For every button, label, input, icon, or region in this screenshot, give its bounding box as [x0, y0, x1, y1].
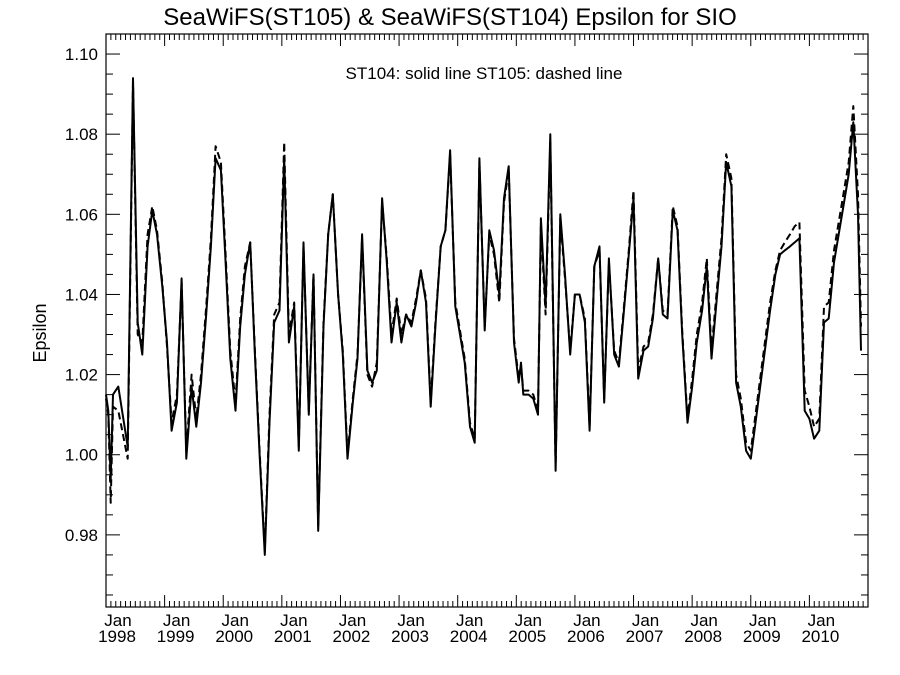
x-tick-month-label: Jan [339, 611, 366, 630]
x-tick-month-label: Jan [632, 611, 659, 630]
x-tick-month-label: Jan [456, 611, 483, 630]
series-layer [105, 77, 862, 556]
x-tick-month-label: Jan [749, 611, 776, 630]
x-tick-year-label: 2009 [743, 627, 781, 646]
x-tick-month-label: Jan [515, 611, 542, 630]
x-tick-year-label: 2007 [626, 627, 664, 646]
x-tick-year-label: 2010 [801, 627, 839, 646]
y-tick-label: 1.06 [65, 205, 98, 224]
x-tick-month-label: Jan [222, 611, 249, 630]
x-tick-month-label: Jan [163, 611, 190, 630]
x-tick-month-label: Jan [690, 611, 717, 630]
plot-axes: 0.981.001.021.041.061.081.10Jan1998Jan19… [65, 33, 869, 646]
chart-title: SeaWiFS(ST105) & SeaWiFS(ST104) Epsilon … [163, 4, 737, 31]
x-tick-year-label: 2005 [508, 627, 546, 646]
legend-annotation: ST104: solid line ST105: dashed line [346, 64, 623, 83]
y-tick-label: 0.98 [65, 526, 98, 545]
plot-frame [105, 33, 869, 608]
y-tick-label: 1.10 [65, 45, 98, 64]
x-tick-year-label: 2003 [391, 627, 429, 646]
x-tick-year-label: 2004 [450, 627, 488, 646]
x-tick-month-label: Jan [397, 611, 424, 630]
series-line-st104 [105, 77, 862, 556]
x-tick-month-label: Jan [808, 611, 835, 630]
x-tick-month-label: Jan [573, 611, 600, 630]
x-tick-year-label: 2008 [684, 627, 722, 646]
x-tick-year-label: 1999 [157, 627, 195, 646]
y-tick-label: 1.08 [65, 125, 98, 144]
x-tick-month-label: Jan [280, 611, 307, 630]
x-tick-year-label: 1998 [98, 627, 136, 646]
y-axis-label: Epsilon [30, 303, 50, 362]
y-tick-label: 1.04 [65, 285, 98, 304]
x-tick-year-label: 2001 [274, 627, 312, 646]
x-tick-year-label: 2000 [215, 627, 253, 646]
y-tick-label: 1.02 [65, 366, 98, 385]
y-tick-label: 1.00 [65, 446, 98, 465]
x-tick-year-label: 2006 [567, 627, 605, 646]
x-tick-year-label: 2002 [333, 627, 371, 646]
x-tick-month-label: Jan [104, 611, 131, 630]
